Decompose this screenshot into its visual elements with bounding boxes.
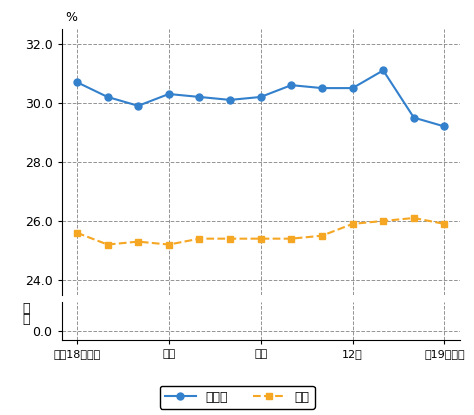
全国 [227,236,233,241]
全国 [197,236,202,241]
全国 [258,236,264,241]
全国 [74,230,80,235]
岐阜県 [227,98,233,103]
全国 [411,215,417,220]
Text: %: % [65,11,78,24]
Legend: 岐阜県, 全国: 岐阜県, 全国 [159,386,315,409]
Line: 全国: 全国 [73,215,448,248]
全国 [136,239,141,244]
岐阜県 [105,95,110,100]
Text: 〜: 〜 [22,313,30,326]
全国 [350,222,356,227]
岐阜県 [166,92,172,97]
全国 [380,218,386,223]
岐阜県 [350,85,356,90]
全国 [442,222,447,227]
岐阜県 [380,68,386,73]
岐阜県 [411,115,417,120]
岐阜県 [136,103,141,108]
岐阜県 [197,95,202,100]
岐阜県 [74,80,80,85]
岐阜県 [442,124,447,129]
Line: 岐阜県: 岐阜県 [73,67,448,130]
岐阜県 [319,85,325,90]
Text: 〜: 〜 [22,302,30,315]
全国 [166,242,172,247]
岐阜県 [258,95,264,100]
全国 [289,236,294,241]
全国 [105,242,110,247]
全国 [319,233,325,238]
岐阜県 [289,83,294,88]
